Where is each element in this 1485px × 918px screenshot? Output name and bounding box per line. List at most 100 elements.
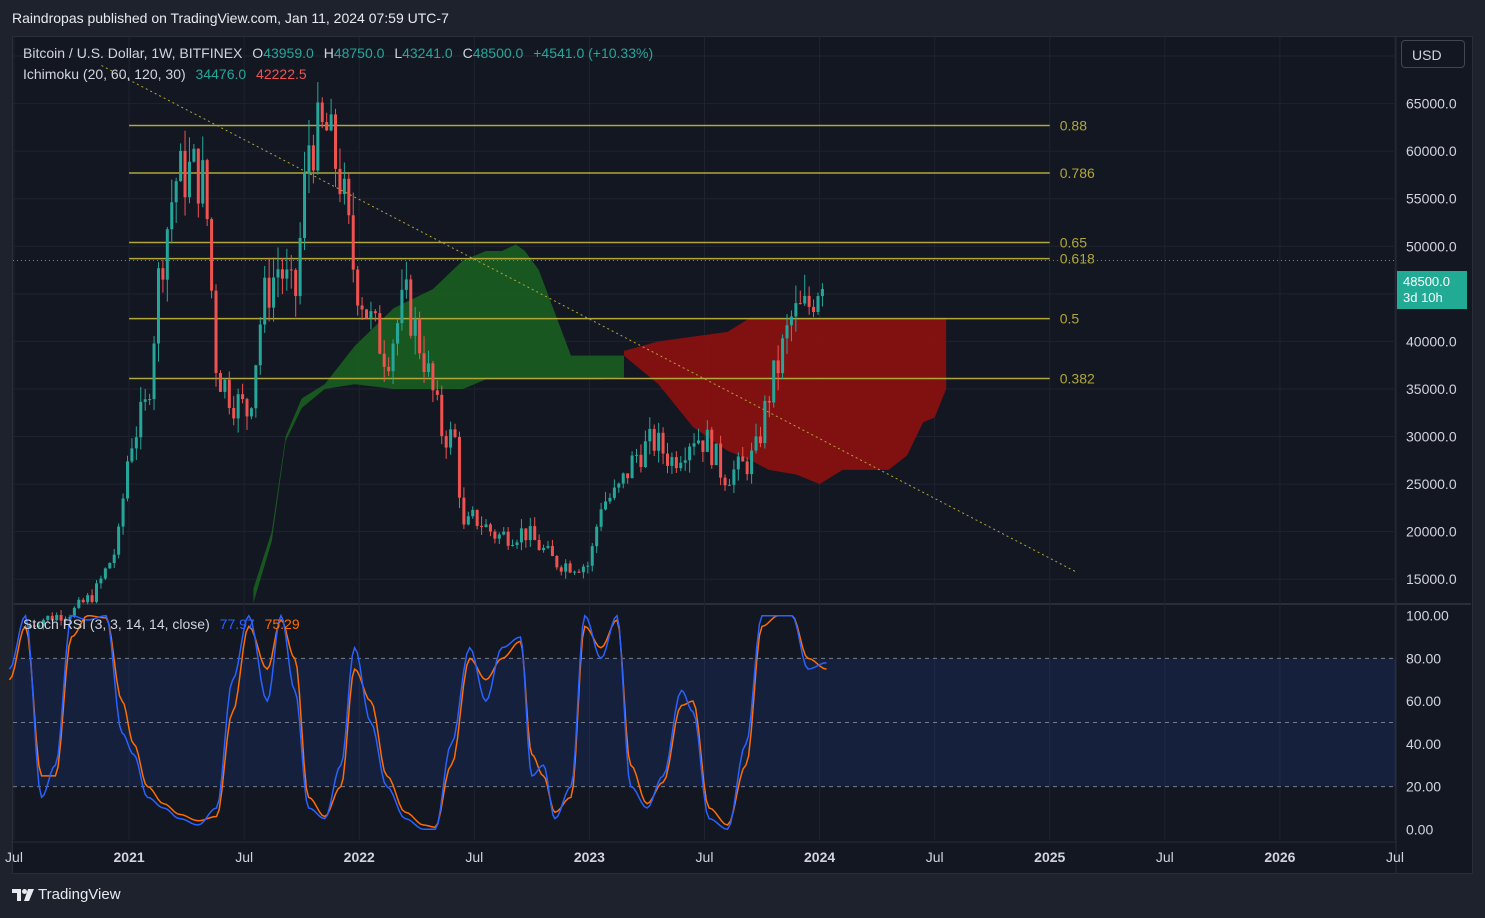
candle-body [497,534,501,539]
stoch-legend: Stoch RSI (3, 3, 14, 14, close) 77.97 75… [23,616,300,632]
candle-body [781,338,785,374]
fib-level-label: 0.618 [1060,251,1095,267]
candle-body [537,540,541,551]
candle-body [798,303,802,305]
candle-body [179,150,183,182]
candle-body [400,289,404,324]
footer-brand[interactable]: TradingView [12,886,121,903]
candle-body [41,619,45,626]
stoch-tick-label: 100.00 [1406,608,1449,624]
last-price-value: 48500.0 [1403,274,1450,289]
candle-body [329,114,333,131]
fib-level-label: 0.5 [1060,311,1080,327]
stoch-tick-label: 80.00 [1406,650,1441,666]
price-tick-label: 35000.0 [1406,381,1457,397]
candle-body [183,150,187,198]
candle-body [236,394,240,419]
candle-body [785,325,789,339]
stoch-k-line [8,613,827,831]
candle-body [382,353,386,367]
candle-body [635,454,639,456]
low-label: L [394,45,403,61]
candle-body [652,428,656,451]
ichimoku-value-1: 34476.0 [195,66,247,82]
time-tick-label: Jul [465,849,483,865]
ichimoku-value-2: 42222.5 [256,66,307,82]
currency-button[interactable]: USD [1401,40,1465,68]
time-tick-label: 2022 [344,849,375,865]
time-tick-label: 2023 [574,849,605,865]
candle-body [555,556,559,568]
candle-body [426,363,430,373]
candle-body [807,295,811,307]
candle-body [550,546,554,557]
candle-body [533,526,537,541]
candle-body [692,443,696,447]
price-tick-label: 65000.0 [1406,96,1457,112]
candle-body [816,296,820,312]
high-value: 48750.0 [333,45,385,61]
candle-body [50,615,54,621]
candle-body [413,318,417,336]
candle-body [457,436,461,498]
candle-body [577,571,581,573]
candle-body [750,450,754,475]
downtrend-line [101,65,1078,574]
stoch-tick-label: 40.00 [1406,736,1441,752]
candle-body [232,407,236,419]
candle-body [621,473,625,484]
stoch-tick-label: 20.00 [1406,779,1441,795]
candle-body [320,102,324,123]
candle-body [670,457,674,466]
ichimoku-label: Ichimoku (20, 60, 120, 30) [23,66,186,82]
stoch-k-value: 77.97 [219,616,255,632]
price-tick-label: 15000.0 [1406,571,1457,587]
candle-body [95,583,99,602]
candle-body [701,440,705,452]
ichimoku-cloud-bullish [253,244,624,603]
candle-body [223,379,227,392]
candle-body [515,542,519,545]
time-tick-label: 2024 [804,849,835,865]
candle-body [387,366,391,372]
candle-body [117,526,121,555]
ichimoku-legend: Ichimoku (20, 60, 120, 30) 34476.0 42222… [23,66,307,82]
candle-body [471,509,475,517]
close-label: C [462,45,473,61]
candle-body [161,268,165,280]
change-value: +4541.0 (+10.33%) [533,45,654,61]
stoch-tick-label: 60.00 [1406,693,1441,709]
candle-body [617,483,621,488]
candle-body [338,168,342,195]
candle-body [657,432,661,451]
candle-body [55,615,59,621]
candle-body [99,578,103,584]
candle-body [794,303,798,317]
candle-body [772,360,776,403]
candle-body [192,148,196,162]
candle-body [418,318,422,354]
price-tick-label: 20000.0 [1406,524,1457,540]
candle-body [241,394,245,400]
candle-body [37,625,41,627]
last-price-badge: 48500.0 3d 10h [1397,271,1467,309]
candle-body [528,526,532,541]
footer-brand-text: TradingView [38,886,121,903]
candle-body [449,429,453,448]
candle-body [741,456,745,462]
candle-body [719,443,723,478]
candle-body [803,295,807,304]
candle-body [143,399,147,402]
candle-body [674,457,678,469]
candle-body [586,565,590,567]
candle-body [249,408,253,417]
candle-body [68,616,72,619]
candle-body [351,215,355,270]
candle-body [732,469,736,485]
candle-body [608,497,612,502]
candle-body [409,279,413,336]
candle-body [683,460,687,463]
candle-body [665,453,669,466]
time-tick-label: 2025 [1034,849,1065,865]
